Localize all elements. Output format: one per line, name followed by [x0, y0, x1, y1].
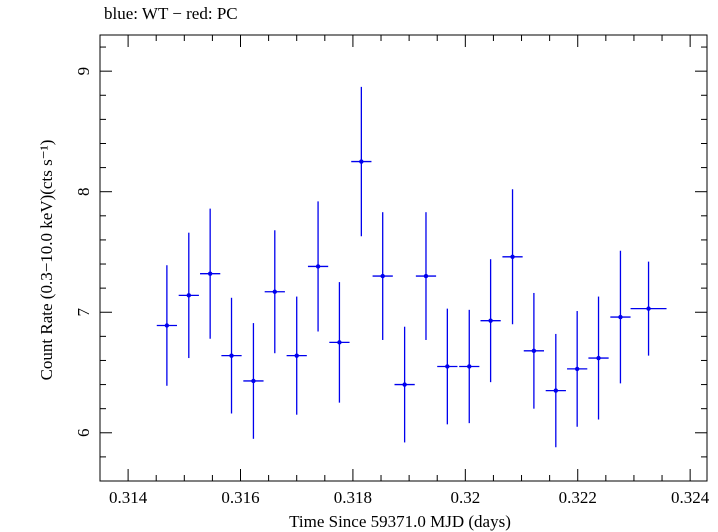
data-point	[567, 311, 588, 427]
point-marker	[445, 364, 450, 369]
data-point	[459, 309, 480, 424]
data-point	[610, 250, 631, 384]
data-point	[264, 230, 285, 354]
data-points	[156, 86, 667, 448]
data-point	[178, 232, 199, 359]
data-point	[588, 296, 609, 420]
x-tick-label: 0.324	[671, 488, 710, 507]
x-tick-label: 0.318	[334, 488, 372, 507]
data-point	[545, 333, 566, 448]
point-marker	[359, 159, 364, 164]
y-tick-label: 8	[74, 187, 93, 196]
point-marker	[467, 364, 472, 369]
data-point	[480, 259, 501, 383]
point-marker	[646, 306, 651, 311]
point-marker	[488, 318, 493, 323]
data-point	[307, 201, 329, 332]
x-tick-label: 0.32	[450, 488, 480, 507]
point-marker	[251, 378, 256, 384]
data-point	[329, 282, 350, 403]
point-marker	[315, 264, 321, 269]
point-marker	[553, 388, 559, 393]
point-marker	[380, 273, 385, 279]
y-tick-label: 7	[74, 307, 93, 316]
x-tick-label: 0.322	[559, 488, 597, 507]
data-point	[523, 292, 545, 409]
point-marker	[207, 271, 213, 276]
x-tick-label: 0.314	[109, 488, 148, 507]
x-tick-label: 0.316	[221, 488, 259, 507]
data-point	[243, 323, 264, 439]
data-point	[156, 265, 177, 386]
y-tick-label: 6	[74, 429, 93, 438]
chart-title: blue: WT − red: PC	[104, 4, 238, 23]
data-point	[630, 261, 667, 356]
point-marker	[618, 314, 623, 320]
point-marker	[531, 348, 537, 354]
data-point	[415, 212, 437, 340]
point-marker	[510, 254, 515, 259]
y-tick-label: 9	[74, 67, 93, 76]
data-point	[372, 212, 393, 340]
x-axis-label: Time Since 59371.0 MJD (days)	[289, 512, 511, 531]
data-point	[502, 189, 523, 325]
data-point	[200, 208, 221, 339]
data-point	[221, 297, 242, 414]
point-marker	[574, 366, 580, 372]
point-marker	[272, 289, 277, 294]
y-axis-label: Count Rate (0.3−10.0 keV)(cts s⁻¹)	[37, 140, 56, 381]
point-marker	[229, 353, 234, 358]
data-point	[437, 308, 458, 425]
point-marker	[423, 273, 429, 279]
data-point	[286, 296, 307, 415]
point-marker	[294, 353, 299, 358]
axis-ticks: 0.314 0.316 0.318 0.32 0.322 0.324 6 7 8 9	[74, 35, 710, 507]
data-point	[394, 326, 415, 443]
point-marker	[337, 340, 342, 345]
point-marker	[186, 293, 192, 298]
data-point	[351, 86, 372, 237]
plot-frame	[99, 34, 708, 482]
point-marker	[596, 355, 601, 361]
point-marker	[402, 382, 407, 387]
point-marker	[164, 323, 170, 328]
